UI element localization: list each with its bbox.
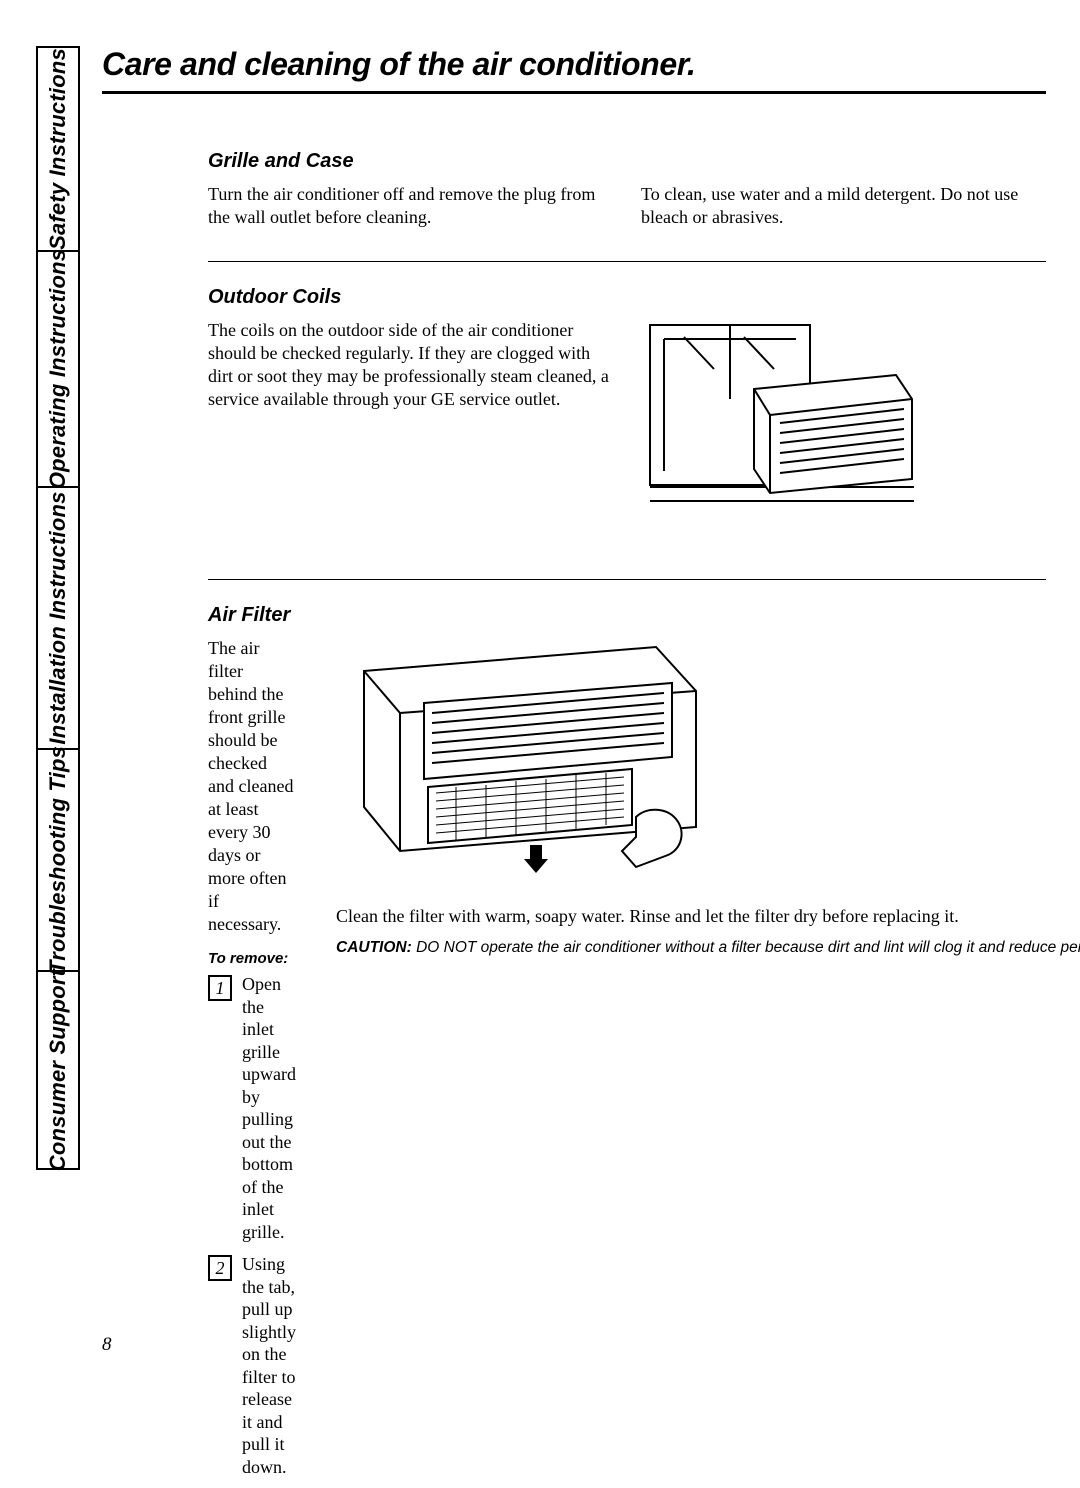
section-rule [208,261,1046,262]
tab-label: Operating Instructions [45,249,71,489]
body-text: The coils on the outdoor side of the air… [208,319,616,529]
section-heading: Grille and Case [208,150,1046,173]
sidebar-tabs: Safety Instructions Operating Instructio… [36,46,80,1176]
filter-left-column: The air filter behind the front grille s… [208,637,296,1488]
section-rule [208,579,1046,580]
page-title: Care and cleaning of the air conditioner… [102,46,1046,91]
section-outdoor-coils: Outdoor Coils The coils on the outdoor s… [102,286,1046,580]
step-text: Open the inlet grille upward by pulling … [242,973,296,1243]
sub-heading: To remove: [208,950,296,967]
page: Safety Instructions Operating Instructio… [36,46,1046,1356]
tab-safety-instructions[interactable]: Safety Instructions [36,46,80,250]
page-number: 8 [102,1334,112,1356]
caution-text: CAUTION: DO NOT operate the air conditio… [336,938,1080,958]
step-number-icon: 1 [208,975,232,1001]
title-rule [102,91,1046,94]
body-text: The air filter behind the front grille s… [208,637,296,936]
body-text: Turn the air conditioner off and remove … [208,183,613,229]
tab-consumer-support[interactable]: Consumer Support [36,970,80,1170]
tab-label: Safety Instructions [45,48,71,250]
step-text: Using the tab, pull up slightly on the f… [242,1253,296,1478]
content-area: Care and cleaning of the air conditioner… [102,46,1046,1488]
caution-label: CAUTION: [336,939,412,956]
body-text: Clean the filter with warm, soapy water.… [336,905,1080,928]
tab-installation-instructions[interactable]: Installation Instructions [36,486,80,748]
section-heading: Outdoor Coils [208,286,1046,309]
tab-operating-instructions[interactable]: Operating Instructions [36,250,80,486]
section-heading: Air Filter [208,604,1046,627]
step-number-icon: 2 [208,1255,232,1281]
tab-label: Troubleshooting Tips [45,746,71,974]
tab-label: Installation Instructions [45,491,71,744]
step-1: 1 Open the inlet grille upward by pullin… [208,973,296,1243]
body-text: To clean, use water and a mild detergent… [641,183,1046,229]
tab-troubleshooting-tips[interactable]: Troubleshooting Tips [36,748,80,970]
section-air-filter: Air Filter The air filter behind the fro… [102,604,1046,1488]
step-2: 2 Using the tab, pull up slightly on the… [208,1253,296,1478]
section-grille-and-case: Grille and Case Turn the air conditioner… [102,150,1046,262]
air-filter-illustration: Clean the filter with warm, soapy water.… [336,637,1080,1488]
tab-label: Consumer Support [45,969,71,1171]
caution-body: DO NOT operate the air conditioner witho… [412,939,1080,956]
outdoor-coils-illustration [644,319,924,529]
